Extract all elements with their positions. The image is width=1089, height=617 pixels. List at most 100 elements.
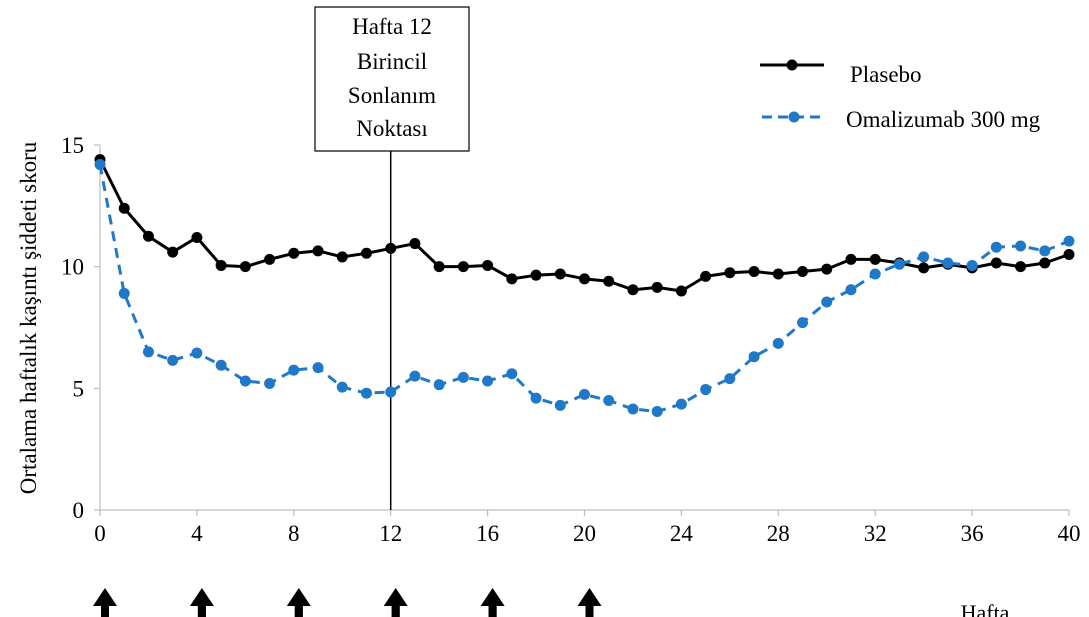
data-point [530,392,542,404]
legend: Plasebo Omalizumab 300 mg [760,59,1041,132]
data-point [239,261,251,273]
data-point [1039,257,1051,269]
data-point [797,317,809,329]
y-tick-label: 0 [73,498,85,523]
x-tick-label: 28 [767,521,790,546]
x-axis-label: Hafta [961,600,1010,617]
data-point [409,370,421,382]
dose-arrow-stem [391,604,400,617]
y-tick-label: 10 [61,255,84,280]
data-point [530,269,542,281]
data-point [1015,240,1027,252]
primary-endpoint-annotation: Hafta 12 Birincil Sonlanım Noktası [314,6,470,510]
data-point [700,270,712,282]
data-point [167,246,179,258]
dose-arrow-head [480,588,505,606]
dose-arrow-head [189,588,214,606]
dose-arrow-head [286,588,311,606]
data-point [772,337,784,349]
dose-arrow-head [383,588,408,606]
data-point [772,268,784,280]
data-point [554,399,566,411]
annotation-line-4: Noktası [356,116,428,141]
y-axis-label: Ortalama haftalık kaşıntı şiddeti skoru [16,141,41,494]
data-point [845,253,857,265]
data-point [579,273,590,285]
x-tick-label: 0 [94,521,106,546]
annotation-line-3: Sonlanım [348,83,436,108]
data-point [506,273,518,285]
data-point [869,268,881,280]
data-point [1039,245,1051,257]
legend-marker-plasebo [786,59,798,71]
data-point [748,266,760,278]
dose-arrow-head [577,588,602,606]
data-point [360,387,372,399]
data-point [918,251,930,263]
data-point [990,257,1002,269]
data-point [627,403,639,415]
series-line [98,164,1070,413]
x-tick-label: 12 [379,521,402,546]
dose-arrow-head [93,588,117,606]
data-point [1063,249,1075,260]
data-point [215,259,227,271]
y-tick-label: 5 [73,376,85,401]
data-point [651,281,663,293]
series-plasebo [94,154,1075,297]
data-point [312,245,324,257]
x-tick-label: 40 [1058,521,1081,546]
x-tick-label: 8 [288,521,300,546]
data-point [651,405,663,417]
data-point [554,268,566,280]
data-point [482,259,494,271]
data-point [724,373,736,385]
data-point [312,362,324,374]
x-tick-label: 24 [670,521,694,546]
data-point [603,395,615,406]
data-point [675,285,687,297]
data-point [336,251,348,263]
data-point [433,261,445,273]
data-point [167,354,179,366]
data-point [918,262,930,274]
data-point [239,375,251,387]
data-point [385,242,397,254]
data-point [385,386,397,398]
annotation-box [314,6,470,152]
dose-arrow-stem [101,604,109,617]
data-point [748,351,760,363]
data-point [288,247,300,259]
data-point [990,241,1002,253]
x-tick-label: 16 [476,521,499,546]
data-point [1063,235,1075,247]
data-point [603,275,615,287]
data-point [797,266,809,278]
data-point [821,296,833,308]
data-point [893,258,905,270]
data-point [118,202,130,214]
data-point [942,257,954,269]
data-point [457,261,469,273]
data-point [433,379,445,391]
data-point [360,247,372,259]
data-point [118,287,130,299]
data-point [821,263,833,275]
data-point [215,359,227,371]
data-point [191,347,203,359]
legend-label-plasebo: Plasebo [850,62,922,87]
dose-arrows [93,588,602,617]
dose-arrow-stem [488,604,497,617]
legend-item-omalizumab: Omalizumab 300 mg [762,107,1041,132]
data-point [142,230,154,242]
data-point [288,364,300,376]
x-tick-label: 4 [191,521,203,546]
dose-arrow-stem [197,604,206,617]
dose-arrow-stem [294,604,303,617]
data-point [264,377,276,389]
data-point [191,231,203,243]
data-point [1015,261,1027,273]
data-point [457,371,469,383]
data-point [724,267,736,279]
